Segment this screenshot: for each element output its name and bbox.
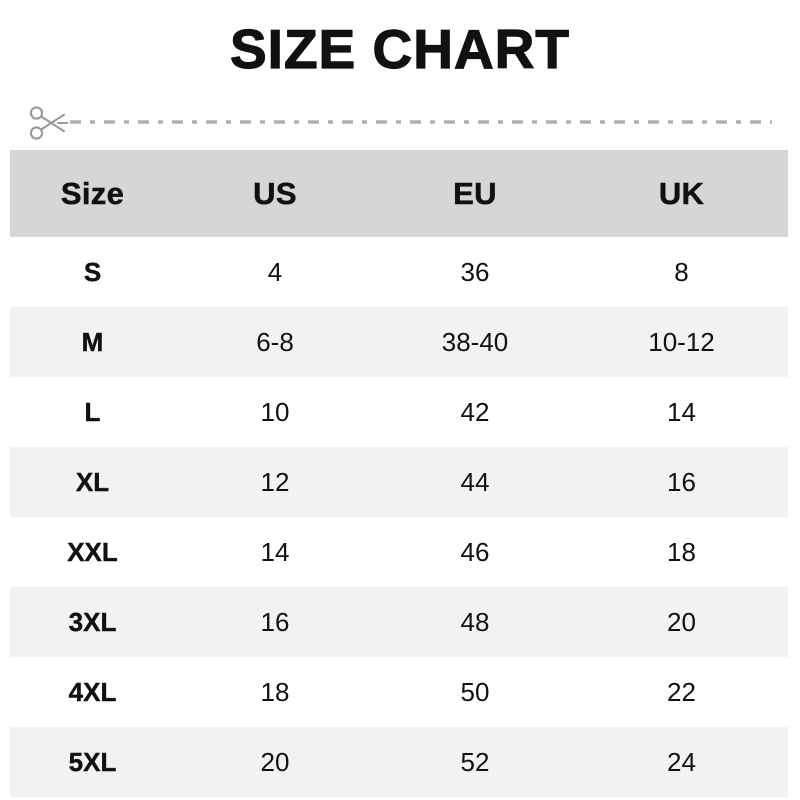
cell-uk: 20	[667, 606, 696, 637]
cell-eu: 48	[460, 606, 490, 637]
cell-us: 14	[260, 536, 290, 567]
cell-us: 10	[260, 396, 290, 427]
cell-size: 4XL	[68, 676, 117, 707]
cell-eu: 38-40	[441, 326, 509, 357]
cell-eu: 52	[460, 746, 490, 777]
table-row: L 10 42 14	[10, 377, 788, 447]
table-row: XL 12 44 16	[10, 447, 788, 517]
cell-eu: 46	[460, 536, 490, 567]
cell-us: 4	[267, 256, 283, 287]
cell-us: 18	[260, 676, 290, 707]
table-row: 5XL 20 52 24	[10, 727, 788, 797]
page-title-container: SIZE CHART	[0, 18, 800, 80]
table-row: XXL 14 46 18	[10, 517, 788, 587]
cell-eu: 50	[460, 676, 490, 707]
cut-line	[18, 102, 782, 144]
table-header-row: Size US EU UK	[10, 150, 788, 237]
cell-size: L	[84, 396, 101, 427]
table-row: S 4 36 8	[10, 237, 788, 307]
cell-size: XXL	[67, 536, 118, 567]
cell-uk: 22	[667, 676, 696, 707]
cell-size: S	[83, 256, 102, 287]
table-body: S 4 36 8 M 6-8 38-40 10-12 L 10 42 14 XL…	[10, 237, 788, 797]
cell-eu: 42	[460, 396, 490, 427]
page-title: SIZE CHART	[229, 18, 570, 80]
column-header-us: US	[253, 175, 297, 211]
size-chart-table: Size US EU UK S 4 36 8 M 6-8 38-40 10-12…	[10, 150, 788, 797]
table-row: 3XL 16 48 20	[10, 587, 788, 657]
cell-size: M	[81, 326, 104, 357]
table-row: M 6-8 38-40 10-12	[10, 307, 788, 377]
cell-uk: 18	[667, 536, 696, 567]
cell-us: 12	[260, 466, 290, 497]
cell-uk: 14	[667, 396, 696, 427]
cell-uk: 16	[667, 466, 696, 497]
column-header-uk: UK	[658, 175, 705, 211]
cell-uk: 8	[674, 256, 689, 287]
cell-us: 6-8	[256, 326, 294, 357]
cell-uk: 10-12	[648, 326, 715, 357]
column-header-size: Size	[60, 175, 125, 211]
cell-eu: 36	[460, 256, 490, 287]
column-header-eu: EU	[453, 175, 497, 211]
cell-size: 5XL	[68, 746, 117, 777]
table-row: 4XL 18 50 22	[10, 657, 788, 727]
cell-us: 16	[260, 606, 290, 637]
cell-size: XL	[75, 466, 110, 497]
scissors-icon	[29, 106, 68, 140]
cell-uk: 24	[667, 746, 696, 777]
cell-eu: 44	[460, 466, 490, 497]
dashed-cut-line	[70, 120, 772, 124]
table-header: Size US EU UK	[10, 150, 788, 237]
cell-size: 3XL	[68, 606, 117, 637]
cell-us: 20	[260, 746, 290, 777]
